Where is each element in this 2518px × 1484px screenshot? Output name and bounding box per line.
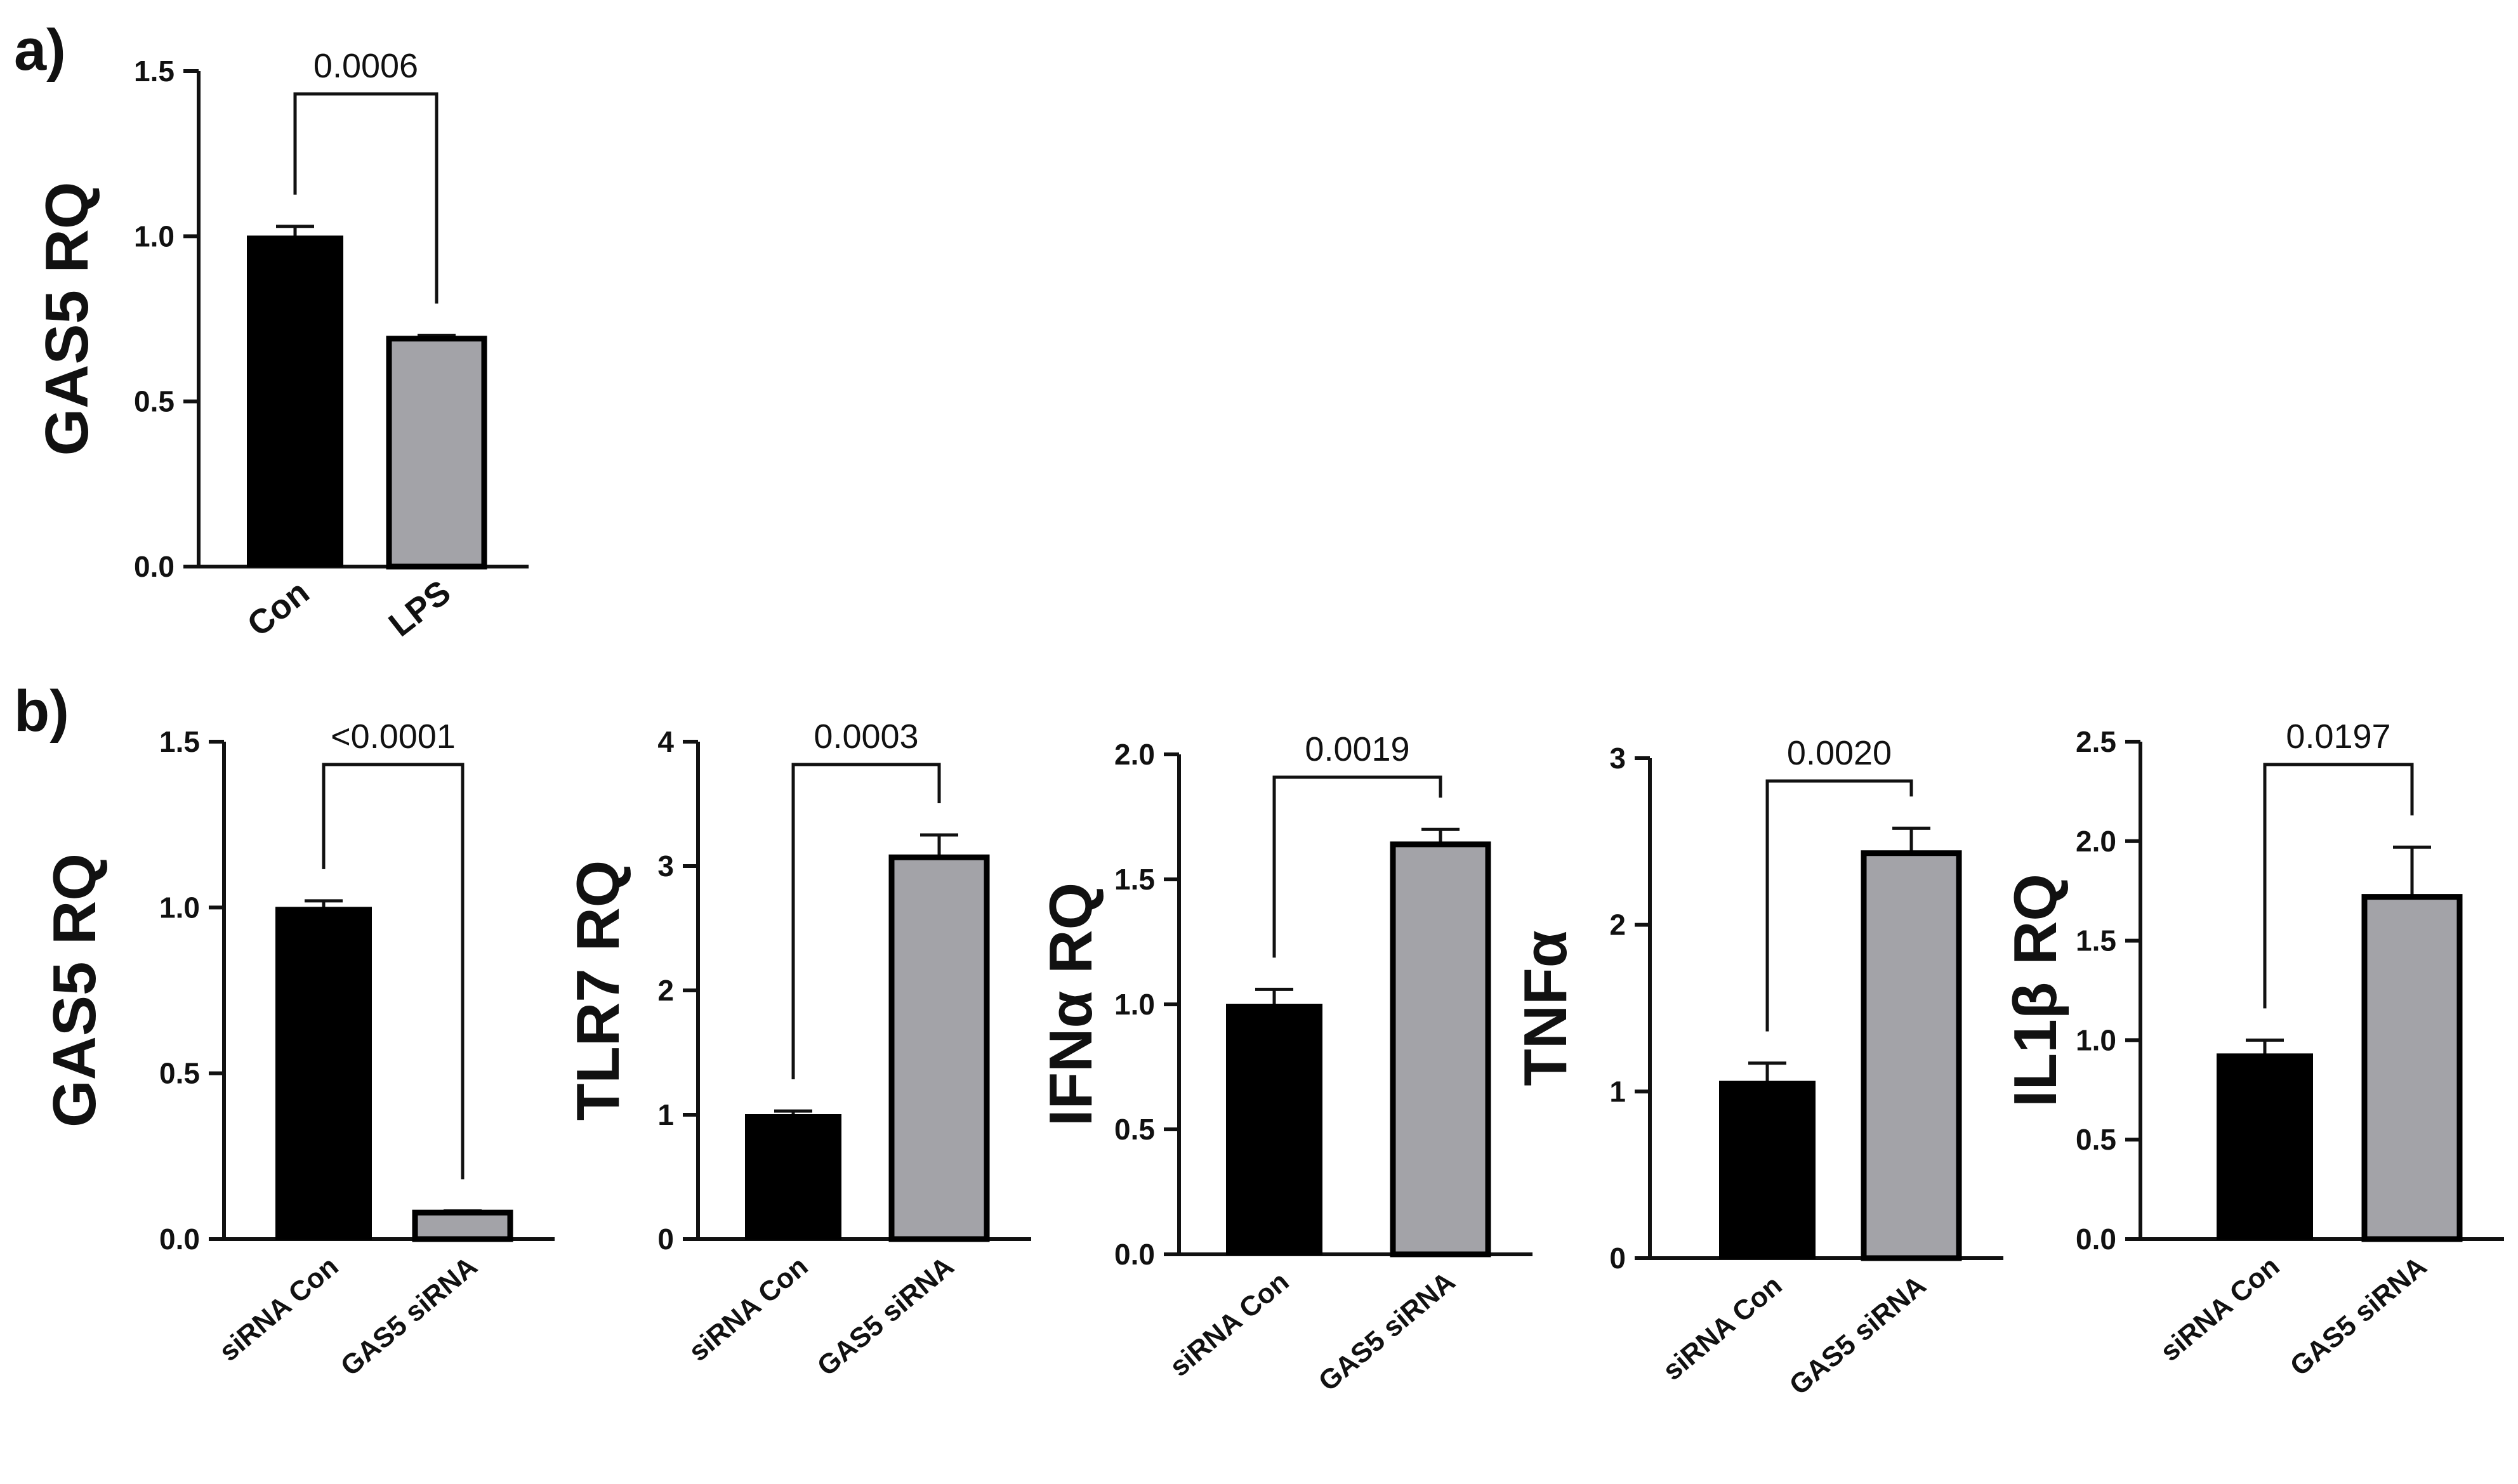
category-label: GAS5 siRNA [335,1251,484,1382]
y-tick-label: 3 [657,850,674,883]
bar-1 [745,1114,841,1240]
category-label: GAS5 siRNA [1313,1266,1461,1397]
bar-2 [2361,894,2463,1242]
significance-bracket [1272,775,1442,958]
y-tick-label: 1.5 [159,725,200,758]
chart-1: 0.0 0.5 1.0 1.5 GAS5 RQ Con LPS 0.0006 [33,47,529,644]
bar-1 [275,907,372,1240]
bar-2 [386,336,487,570]
y-tick-label: 2 [657,974,674,1007]
y-tick-label: 0 [657,1223,674,1256]
y-axis-label: TNFα [1512,930,1579,1086]
y-tick-label: 2.0 [2076,825,2116,858]
y-tick-label: 1.5 [2076,924,2116,957]
p-value-label: 0.0003 [814,718,918,756]
y-tick-label: 0.0 [134,550,175,583]
y-axis-label: IFNα RQ [1037,883,1105,1126]
bar-1 [247,235,343,568]
significance-bracket [1765,779,1913,1032]
p-value-label: 0.0020 [1787,734,1892,772]
significance-bracket [293,92,438,304]
chart-4: 0.0 0.5 1.0 1.5 2.0 IFNα RQ siRNA Con GAS5 siRN… [1037,730,1533,1397]
y-tick-label: 0.5 [1114,1113,1155,1146]
significance-bracket [2263,763,2414,1009]
category-label: Con [241,573,317,644]
y-tick-label: 2.5 [2076,725,2116,758]
bar-2 [412,1209,513,1242]
p-value-label: 0.0006 [313,47,418,85]
category-label: GAS5 siRNA [2284,1251,2433,1382]
y-tick-label: 0 [1609,1242,1626,1275]
y-tick-label: 4 [657,725,674,758]
bar-2 [1861,850,1962,1261]
y-tick-label: 1.0 [1114,988,1155,1021]
bar-2 [888,854,990,1242]
bar-1 [2217,1053,2313,1240]
y-tick-label: 0.5 [159,1057,200,1090]
y-tick-label: 3 [1609,742,1626,775]
y-tick-label: 1 [1609,1075,1626,1108]
bar-2 [1390,841,1491,1257]
category-label: LPS [382,573,458,644]
bar-1 [1719,1080,1816,1259]
category-label: GAS5 siRNA [812,1251,960,1382]
y-axis-label: IL1β RQ [2001,874,2069,1107]
y-tick-label: 0.0 [1114,1238,1155,1271]
category-label: siRNA Con [2154,1251,2285,1367]
category-label: siRNA Con [1657,1270,1788,1386]
y-tick-label: 0.5 [2076,1123,2116,1156]
y-tick-label: 0.0 [159,1223,200,1256]
y-tick-label: 0.5 [134,385,175,418]
charts-group: 0.0 0.5 1.0 1.5 GAS5 RQ Con LPS 0.0006 0.0 0.5 1.0… [33,47,2504,1401]
p-value-label: 0.0019 [1305,730,1409,768]
y-tick-label: 1.0 [2076,1023,2116,1056]
bar-1 [1226,1004,1322,1255]
category-label: siRNA Con [1164,1266,1295,1382]
y-axis-label: GAS5 RQ [33,181,101,456]
y-tick-label: 2 [1609,909,1626,942]
category-label: siRNA Con [213,1251,344,1367]
panel-letter-b: b) [14,679,69,744]
y-tick-label: 1 [657,1098,674,1131]
p-value-label: 0.0197 [2286,718,2390,756]
y-axis-label: GAS5 RQ [41,853,109,1127]
category-label: siRNA Con [683,1251,814,1367]
y-axis-label: TLR7 RQ [564,860,632,1121]
y-tick-label: 1.0 [159,891,200,924]
y-tick-label: 1.0 [134,220,175,253]
significance-bracket [322,763,465,1179]
y-tick-label: 0.0 [2076,1223,2116,1256]
y-tick-label: 1.5 [1114,863,1155,896]
p-value-label: <0.0001 [331,718,456,756]
category-label: GAS5 siRNA [1784,1270,1932,1401]
y-tick-label: 2.0 [1114,738,1155,771]
y-tick-label: 1.5 [134,55,175,88]
significance-bracket [791,763,941,1080]
panel-letter-a: a) [14,18,66,82]
